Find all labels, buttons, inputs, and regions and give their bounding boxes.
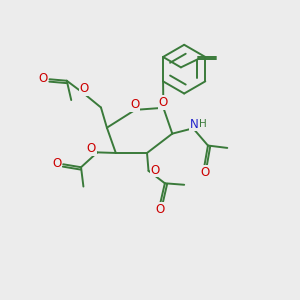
Text: O: O <box>87 142 96 155</box>
Text: O: O <box>200 166 210 179</box>
Text: O: O <box>130 98 139 111</box>
Text: O: O <box>52 157 61 169</box>
Text: O: O <box>38 72 48 85</box>
Text: H: H <box>199 118 206 128</box>
Text: O: O <box>150 164 160 177</box>
Text: O: O <box>159 96 168 109</box>
Text: O: O <box>155 202 164 216</box>
Text: O: O <box>80 82 88 95</box>
Text: N: N <box>190 118 199 130</box>
